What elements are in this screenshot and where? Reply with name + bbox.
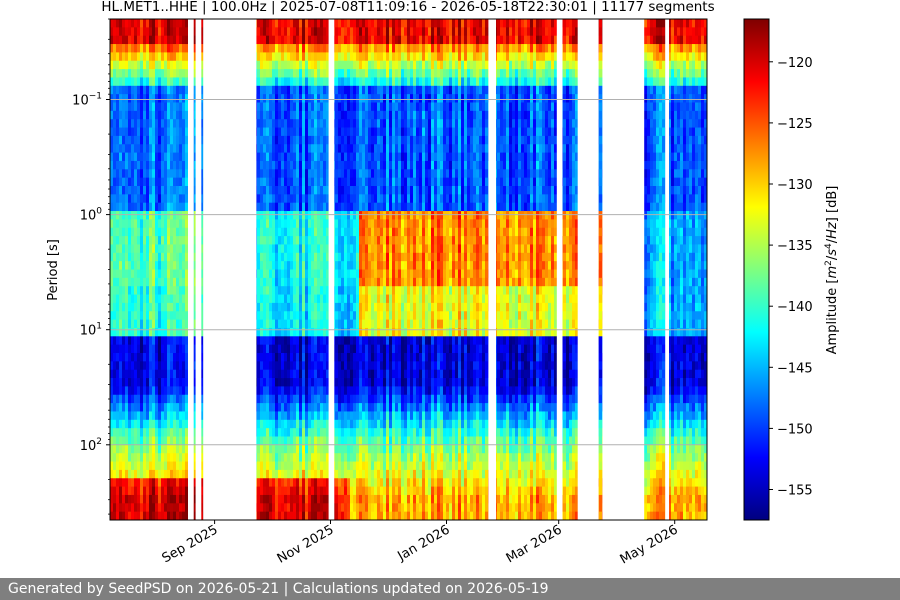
colorbar-ticks: −120 −125 −130 −135 −140 −145 −150 −155: [769, 56, 813, 499]
grid-lines: [110, 99, 707, 446]
data-gap: [188, 19, 194, 520]
psd-chart: HL.MET1..HHE | 100.0Hz | 2025-07-08T11:0…: [46, 0, 840, 568]
x-tick-label: May 2026: [618, 522, 681, 567]
spectrogram-area: [110, 19, 707, 520]
colorbar-label: Amplitude [m2/s4/Hz] [dB]: [824, 186, 840, 355]
y-axis-label: Period [s]: [46, 239, 61, 301]
data-gap: [203, 19, 257, 520]
colorbar-tick-label: −150: [777, 422, 813, 437]
footer-banner: Generated by SeedPSD on 2026-05-21 | Cal…: [0, 578, 900, 600]
data-gap: [328, 19, 335, 520]
colorbar: −120 −125 −130 −135 −140 −145 −150 −155 Amplitu…: [743, 18, 840, 521]
data-gap: [602, 19, 645, 520]
x-axis: Sep 2025 Nov 2025 Jan 2026 Mar 2026 May 2026: [160, 520, 681, 568]
colorbar-tick-label: −140: [777, 300, 813, 315]
colorbar-tick-label: −145: [777, 361, 813, 376]
colorbar-tick-label: −135: [777, 239, 813, 254]
data-gap: [195, 19, 202, 520]
colorbar-tick-label: −130: [777, 178, 813, 193]
colorbar-tick-label: −120: [777, 56, 813, 71]
colorbar-gradient: [743, 18, 770, 521]
data-gap: [665, 19, 669, 520]
data-gap: [577, 19, 599, 520]
x-tick-label: Sep 2025: [160, 522, 221, 566]
x-tick-label: Nov 2025: [275, 522, 337, 566]
x-tick-label: Mar 2026: [504, 522, 565, 566]
y-tick-label: 102: [80, 437, 102, 454]
y-tick-label: 100: [80, 207, 103, 224]
y-axis: 10−1 100 101 102: [72, 18, 110, 515]
data-gap: [488, 19, 496, 520]
colorbar-tick-label: −125: [777, 117, 813, 132]
x-tick-label: Jan 2026: [395, 522, 453, 564]
y-tick-label: 101: [80, 322, 102, 339]
chart-title: HL.MET1..HHE | 100.0Hz | 2025-07-08T11:0…: [101, 0, 714, 15]
data-gap: [556, 19, 563, 520]
data-gaps: [188, 19, 669, 520]
colorbar-tick-label: −155: [777, 484, 813, 499]
y-tick-label: 10−1: [72, 92, 102, 109]
